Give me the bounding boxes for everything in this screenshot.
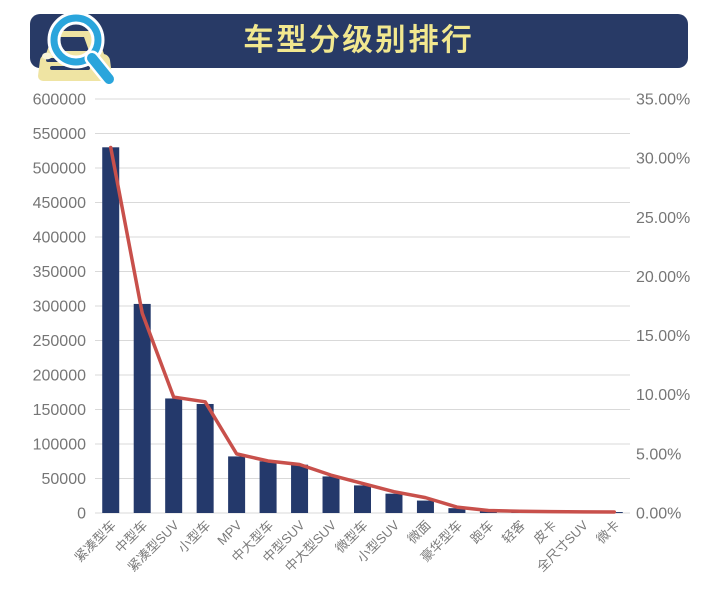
left-axis-tick-label: 550000	[33, 126, 86, 143]
bar-小型SUV	[385, 493, 403, 513]
right-axis-tick-label: 10.00%	[636, 387, 690, 404]
right-axis-tick-label: 5.00%	[636, 446, 681, 463]
car-magnifier-icon	[38, 11, 117, 87]
left-axis-tick-label: 450000	[33, 195, 86, 212]
left-axis-tick-label: 200000	[33, 368, 86, 385]
left-axis-tick-label: 50000	[42, 471, 87, 488]
bar-中型SUV	[291, 464, 309, 513]
bar-小型车	[196, 403, 214, 513]
left-axis-tick-label: 100000	[33, 437, 86, 454]
x-axis-category-label: 小型车	[175, 518, 213, 556]
x-axis-category-label: 轻客	[499, 518, 528, 547]
left-axis-tick-label: 300000	[33, 299, 86, 316]
left-axis-tick-label: 400000	[33, 230, 86, 247]
bar-微型车	[354, 485, 371, 513]
x-axis-category-label: 跑车	[468, 518, 497, 547]
right-axis-tick-label: 0.00%	[636, 506, 681, 523]
bar-MPV	[228, 456, 246, 513]
right-axis-tick-label: 25.00%	[636, 210, 690, 227]
left-axis-tick-label: 150000	[33, 402, 86, 419]
chart-title: 车型分级别排行	[243, 24, 475, 57]
right-axis-tick-label: 20.00%	[636, 269, 690, 286]
bar-微面	[416, 500, 434, 513]
left-axis-tick-label: 250000	[33, 333, 86, 350]
bar-紧凑型SUV	[165, 398, 183, 513]
x-axis-category-label: 微卡	[593, 518, 622, 547]
bar-中大型SUV	[322, 476, 340, 513]
bar-豪华型车	[448, 508, 466, 513]
bar-紧凑型车	[102, 147, 120, 514]
percentage-line	[108, 145, 617, 514]
chart-header: 车型分级别排行	[30, 14, 688, 68]
bar-中大型车	[259, 461, 277, 513]
right-axis-tick-label: 30.00%	[636, 151, 690, 168]
left-axis-tick-label: 0	[77, 506, 86, 523]
magnifier-icon	[47, 11, 117, 87]
bar-中型车	[133, 303, 151, 513]
left-axis-tick-label: 600000	[33, 92, 86, 109]
left-axis-tick-label: 350000	[33, 264, 86, 281]
right-axis-tick-label: 15.00%	[636, 328, 690, 345]
right-axis-tick-label: 35.00%	[636, 92, 690, 109]
left-axis-tick-label: 500000	[33, 161, 86, 178]
x-axis-category-label: 紧凑型车	[71, 518, 118, 565]
